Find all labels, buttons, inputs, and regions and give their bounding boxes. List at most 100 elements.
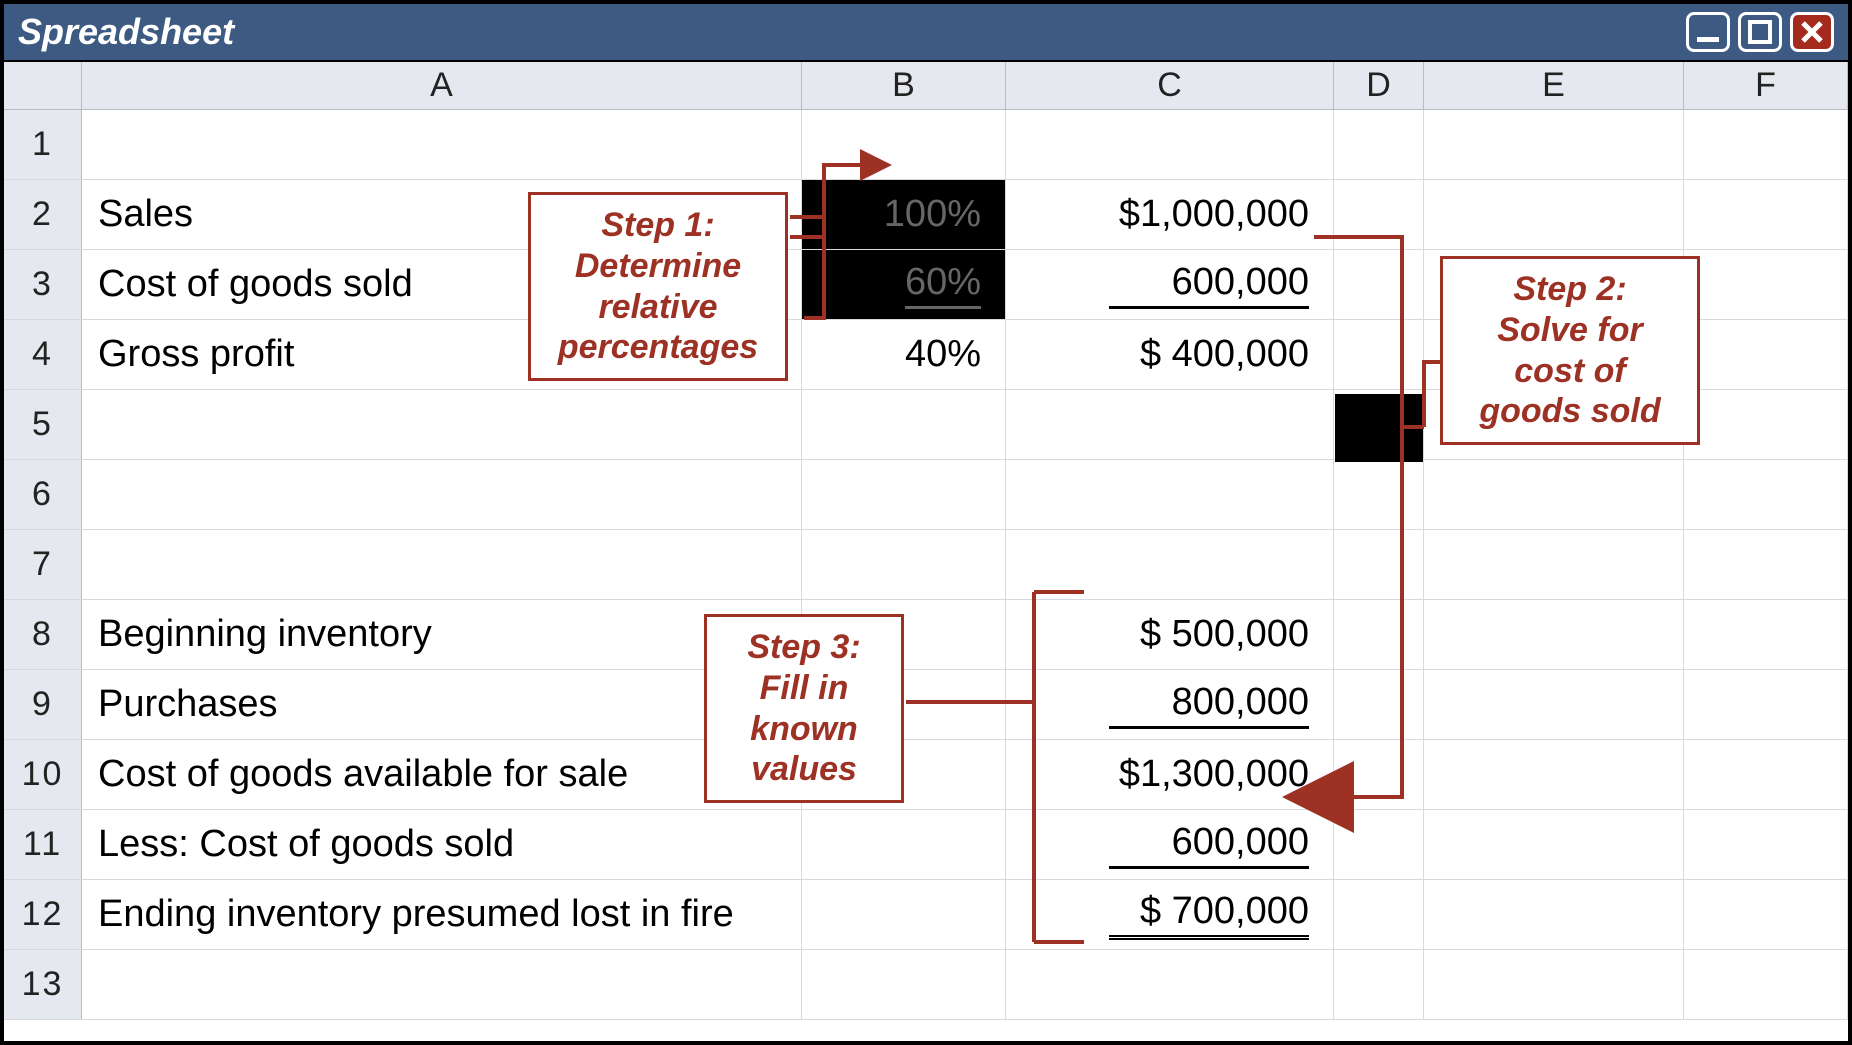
row-header-11[interactable]: 11 (4, 810, 82, 879)
cell-b3[interactable]: 60% (802, 250, 1006, 319)
col-header-e[interactable]: E (1424, 62, 1684, 109)
black-marker-d5 (1335, 394, 1423, 462)
cell-f6[interactable] (1684, 460, 1848, 529)
cell-d2[interactable] (1334, 180, 1424, 249)
callout-step2-text: Step 2:Solve forcost ofgoods sold (1479, 270, 1660, 430)
cell-b4[interactable]: 40% (802, 320, 1006, 389)
row-header-5[interactable]: 5 (4, 390, 82, 459)
cell-e7[interactable] (1424, 530, 1684, 599)
cell-e8[interactable] (1424, 600, 1684, 669)
cell-c11[interactable]: 600,000 (1006, 810, 1334, 879)
row-6: 6 (4, 460, 1848, 530)
row-header-1[interactable]: 1 (4, 110, 82, 179)
cell-d7[interactable] (1334, 530, 1424, 599)
row-header-10[interactable]: 10 (4, 740, 82, 809)
cell-a10[interactable]: Cost of goods available for sale (82, 740, 802, 809)
cell-f8[interactable] (1684, 600, 1848, 669)
cell-e13[interactable] (1424, 950, 1684, 1019)
col-header-d[interactable]: D (1334, 62, 1424, 109)
cell-b1[interactable] (802, 110, 1006, 179)
cell-b11[interactable] (802, 810, 1006, 879)
cell-d11[interactable] (1334, 810, 1424, 879)
cell-d10[interactable] (1334, 740, 1424, 809)
cell-a9[interactable]: Purchases (82, 670, 802, 739)
cell-f9[interactable] (1684, 670, 1848, 739)
cell-d9[interactable] (1334, 670, 1424, 739)
row-header-7[interactable]: 7 (4, 530, 82, 599)
cell-c13[interactable] (1006, 950, 1334, 1019)
cell-f10[interactable] (1684, 740, 1848, 809)
cell-c2[interactable]: $1,000,000 (1006, 180, 1334, 249)
cell-d1[interactable] (1334, 110, 1424, 179)
row-header-6[interactable]: 6 (4, 460, 82, 529)
col-header-a[interactable]: A (82, 62, 802, 109)
cell-c8[interactable]: $ 500,000 (1006, 600, 1334, 669)
cell-f7[interactable] (1684, 530, 1848, 599)
close-button[interactable] (1790, 12, 1834, 52)
cell-b13[interactable] (802, 950, 1006, 1019)
cell-f4[interactable] (1684, 320, 1848, 389)
cell-c6[interactable] (1006, 460, 1334, 529)
row-header-4[interactable]: 4 (4, 320, 82, 389)
cell-d8[interactable] (1334, 600, 1424, 669)
cell-c10[interactable]: $1,300,000 (1006, 740, 1334, 809)
col-header-b[interactable]: B (802, 62, 1006, 109)
cell-e11[interactable] (1424, 810, 1684, 879)
cell-a13[interactable] (82, 950, 802, 1019)
row-header-8[interactable]: 8 (4, 600, 82, 669)
cell-b6[interactable] (802, 460, 1006, 529)
cell-d4[interactable] (1334, 320, 1424, 389)
cell-d12[interactable] (1334, 880, 1424, 949)
cell-a8[interactable]: Beginning inventory (82, 600, 802, 669)
row-7: 7 (4, 530, 1848, 600)
minimize-icon (1695, 19, 1721, 45)
cell-e2[interactable] (1424, 180, 1684, 249)
callout-step3: Step 3:Fill inknownvalues (704, 614, 904, 803)
cell-c4[interactable]: $ 400,000 (1006, 320, 1334, 389)
cell-e1[interactable] (1424, 110, 1684, 179)
cell-a6[interactable] (82, 460, 802, 529)
cell-f11[interactable] (1684, 810, 1848, 879)
row-header-12[interactable]: 12 (4, 880, 82, 949)
cell-a5[interactable] (82, 390, 802, 459)
cell-f2[interactable] (1684, 180, 1848, 249)
cell-e10[interactable] (1424, 740, 1684, 809)
cell-a12[interactable]: Ending inventory presumed lost in fire (82, 880, 802, 949)
row-header-2[interactable]: 2 (4, 180, 82, 249)
cell-a1[interactable] (82, 110, 802, 179)
maximize-button[interactable] (1738, 12, 1782, 52)
minimize-button[interactable] (1686, 12, 1730, 52)
cell-f13[interactable] (1684, 950, 1848, 1019)
cell-c3[interactable]: 600,000 (1006, 250, 1334, 319)
row-header-3[interactable]: 3 (4, 250, 82, 319)
cell-c12[interactable]: $ 700,000 (1006, 880, 1334, 949)
cell-d6[interactable] (1334, 460, 1424, 529)
cell-e6[interactable] (1424, 460, 1684, 529)
cell-a7[interactable] (82, 530, 802, 599)
select-all-corner[interactable] (4, 62, 82, 109)
row-header-9[interactable]: 9 (4, 670, 82, 739)
cell-c1[interactable] (1006, 110, 1334, 179)
cell-c5[interactable] (1006, 390, 1334, 459)
window-title: Spreadsheet (18, 11, 1686, 53)
callout-step1: Step 1:Determinerelativepercentages (528, 192, 788, 381)
cell-a11[interactable]: Less: Cost of goods sold (82, 810, 802, 879)
cell-f1[interactable] (1684, 110, 1848, 179)
col-header-f[interactable]: F (1684, 62, 1848, 109)
col-header-c[interactable]: C (1006, 62, 1334, 109)
cell-f5[interactable] (1684, 390, 1848, 459)
cell-b5[interactable] (802, 390, 1006, 459)
cell-b12[interactable] (802, 880, 1006, 949)
cell-f3[interactable] (1684, 250, 1848, 319)
cell-e9[interactable] (1424, 670, 1684, 739)
cell-c9[interactable]: 800,000 (1006, 670, 1334, 739)
row-header-13[interactable]: 13 (4, 950, 82, 1019)
cell-f12[interactable] (1684, 880, 1848, 949)
cell-e12[interactable] (1424, 880, 1684, 949)
cell-b2[interactable]: 100% (802, 180, 1006, 249)
cell-c7[interactable] (1006, 530, 1334, 599)
cell-d3[interactable] (1334, 250, 1424, 319)
cell-b7[interactable] (802, 530, 1006, 599)
cell-d13[interactable] (1334, 950, 1424, 1019)
value-c3: 600,000 (1109, 261, 1309, 309)
